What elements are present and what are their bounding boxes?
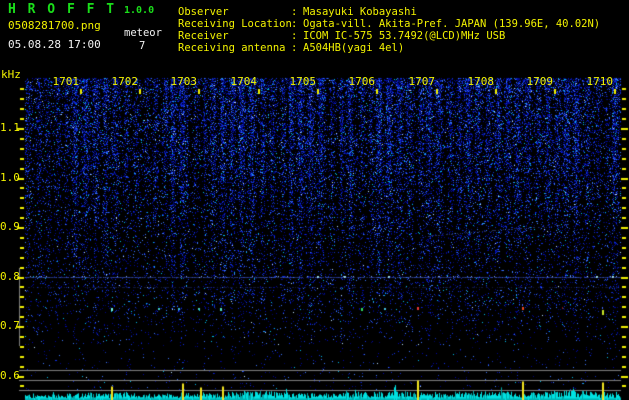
info-value: ICOM IC-575 53.7492(@LCD)MHz USB [303, 29, 506, 42]
x-axis-label: 1702 [111, 75, 139, 88]
y-axis-unit: kHz [1, 68, 21, 81]
y-axis-label: 1.0 [0, 170, 20, 184]
y-axis-label: 0.8 [0, 269, 20, 283]
x-axis-label: 1707 [408, 75, 436, 88]
y-axis-label: 0.9 [0, 220, 20, 233]
output-filename: 0508281700.png [8, 19, 101, 32]
x-axis-label: 1703 [170, 75, 198, 88]
x-axis-label: 1705 [289, 75, 317, 88]
info-label: Receiving Location [178, 17, 292, 30]
datetime-label: 05.08.28 17:00 [8, 38, 101, 51]
x-axis-label: 1710 [586, 75, 614, 88]
info-separator: : [291, 6, 298, 18]
info-value: Masayuki Kobayashi [303, 6, 417, 18]
app-version: 1.0.0 [124, 5, 155, 16]
y-axis-label: 0.7 [0, 319, 20, 332]
info-separator: : [291, 17, 298, 30]
x-axis-label: 1709 [526, 75, 554, 88]
meteor-count: 7 [139, 40, 146, 52]
mode-label: meteor [124, 27, 162, 39]
x-axis-label: 1701 [52, 75, 80, 88]
info-separator: : [291, 41, 298, 54]
info-separator: : [291, 29, 298, 42]
app-title: H R O F F T [8, 2, 117, 17]
x-axis-label: 1708 [467, 75, 495, 88]
info-value: A504HB(yagi 4el) [303, 41, 405, 54]
info-value: Ogata-vill. Akita-Pref. JAPAN (139.96E, … [303, 17, 601, 30]
info-label: Receiving antenna [178, 41, 286, 54]
y-axis-label: 0.6 [0, 368, 20, 382]
info-label: Receiver [178, 29, 229, 42]
x-axis-label: 1706 [348, 75, 376, 88]
x-axis-label: 1704 [230, 75, 258, 88]
y-axis-label: 1.1 [0, 121, 20, 134]
info-label: Observer [178, 6, 229, 18]
